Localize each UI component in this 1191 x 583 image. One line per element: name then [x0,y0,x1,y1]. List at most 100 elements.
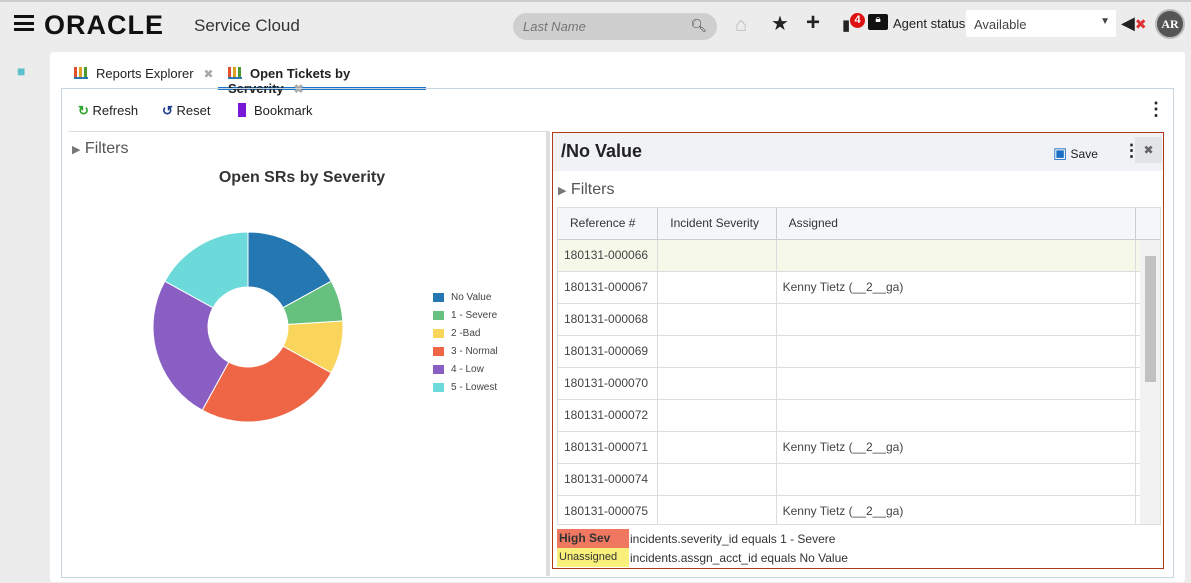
tab-label: Reports Explorer [96,66,194,81]
table-row[interactable]: 180131-000071 Kenny Tietz (__2__ga) [558,431,1160,464]
close-icon[interactable]: ✖ [203,67,214,81]
avatar[interactable]: AR [1155,9,1185,39]
table-row[interactable]: 180131-000072 [558,399,1160,432]
plus-icon[interactable]: + [806,9,821,36]
bookmark-button[interactable]: Bookmark [238,103,313,118]
column-header[interactable]: Reference # [558,208,659,240]
table-row[interactable]: 180131-000068 [558,303,1160,336]
mute-icon[interactable]: ◀✖ [1121,13,1147,33]
chart-legend: No Value 1 - Severe 2 -Bad 3 - Normal 4 - Lo… [433,288,498,396]
condition-label: High Sev [557,529,629,548]
legend-swatch [433,292,444,302]
chart-pane: ▶ Filters Open SRs by Severity No Value 1… [68,131,548,576]
more-options-icon[interactable]: ⋮ [1147,99,1165,119]
header-spacer [1135,208,1160,240]
close-icon[interactable]: ✖ [293,82,304,96]
table-cell [776,303,1136,336]
table-row[interactable]: 180131-000067 Kenny Tietz (__2__ga) [558,271,1160,304]
chat-icon[interactable]: ■ [17,63,26,79]
legend-item[interactable]: 1 - Severe [433,306,498,324]
table-cell: 180131-000067 [558,271,659,304]
legend-item[interactable]: 4 - Low [433,360,498,378]
save-icon: ▣ [1053,145,1068,162]
search-icon[interactable]: 🔍︎ [690,18,707,33]
bookmark-label: Bookmark [254,103,313,118]
table-cell [657,431,777,464]
condition-label: Unassigned [557,548,629,567]
legend-swatch [433,328,444,338]
table-cell: 180131-000071 [558,431,659,464]
table-cell [657,335,777,368]
table-cell [657,399,777,432]
reset-icon: ↺ [162,103,173,118]
pie-slice-5-lowest[interactable] [164,231,249,309]
table-cell: 180131-000070 [558,367,659,400]
legend-item[interactable]: 2 -Bad [433,324,498,342]
legend-item[interactable]: 5 - Lowest [433,378,498,396]
legend-item[interactable]: No Value [433,288,498,306]
column-header[interactable]: Assigned [776,208,1136,240]
legend-swatch [433,310,444,320]
table-cell: 180131-000075 [558,495,659,524]
results-grid: Reference # Incident Severity Assigned 1… [557,207,1161,525]
table-cell [657,463,777,496]
table-row[interactable]: 180131-000070 [558,367,1160,400]
table-cell [657,495,777,524]
report-content: ↻ Refresh ↺ Reset Bookmark ⋮ ▶ Filters O… [61,88,1174,578]
table-row[interactable]: 180131-000074 [558,463,1160,496]
table-cell: 180131-000068 [558,303,659,336]
filters-toggle[interactable]: ▶ Filters [558,181,614,199]
menu-icon[interactable] [14,15,34,31]
tab-open-tickets[interactable]: Open Tickets by Serverity ✖ [218,60,426,96]
table-row[interactable]: 180131-000069 [558,335,1160,368]
pie-slice-4-low[interactable] [152,280,230,411]
conditional-format-legend: High Sev incidents.severity_id equals 1 -… [557,529,848,567]
filters-label: Filters [570,181,615,198]
close-icon[interactable]: ✖ [1135,137,1162,163]
column-header[interactable]: Incident Severity [657,208,777,240]
donut-chart [152,231,344,423]
table-cell: 180131-000072 [558,399,659,432]
legend-swatch [433,346,444,356]
search-box: 🔍︎ [513,13,717,40]
save-button[interactable]: ▣ Save [1053,144,1098,162]
pie-slice-3-normal[interactable] [201,345,332,423]
agent-status-select[interactable]: Available ▼ [966,10,1116,37]
filters-label: Filters [84,140,129,157]
notification-badge: 4 [850,13,865,28]
pane-splitter[interactable] [546,131,550,576]
legend-label: 3 - Normal [451,345,498,357]
top-bar: ORACLE Service Cloud 🔍︎ ⌂ ★ + ▮ 4 🔒︎ Age… [0,2,1191,48]
report-icon [228,67,242,79]
refresh-icon: ↻ [78,103,89,118]
reset-button[interactable]: ↺ Reset [162,103,211,119]
table-cell [776,367,1136,400]
notifications-icon[interactable]: ▮ [842,17,851,34]
table-cell [776,335,1136,368]
condition-item: High Sev incidents.severity_id equals 1 -… [557,529,848,548]
legend-swatch [433,382,444,392]
legend-label: 1 - Severe [451,309,498,321]
table-cell: 180131-000074 [558,463,659,496]
scrollbar-thumb[interactable] [1145,256,1156,382]
star-icon[interactable]: ★ [771,13,789,35]
main-panel: Reports Explorer ✖ Open Tickets by Server… [50,52,1185,582]
refresh-button[interactable]: ↻ Refresh [78,103,138,119]
detail-pane: /No Value ▣ Save ⋮ ✖ ▶ Filters Reference… [552,132,1164,569]
home-icon[interactable]: ⌂ [735,14,748,36]
legend-item[interactable]: 3 - Normal [433,342,498,360]
condition-text: incidents.severity_id equals 1 - Severe [630,531,836,546]
tab-reports-explorer[interactable]: Reports Explorer ✖ [74,60,214,90]
legend-label: 5 - Lowest [451,381,498,393]
scrollbar[interactable] [1140,240,1160,524]
table-row[interactable]: 180131-000066 [558,239,1160,272]
filters-toggle[interactable]: ▶ Filters [72,140,128,158]
chat-lock-icon[interactable]: 🔒︎ [868,14,888,30]
table-cell [657,271,777,304]
table-cell: 180131-000066 [558,239,659,272]
search-input[interactable] [513,13,683,40]
table-row[interactable]: 180131-000075 Kenny Tietz (__2__ga) [558,495,1160,524]
table-cell [657,367,777,400]
table-cell [776,463,1136,496]
agent-status-value: Available [974,17,1027,32]
